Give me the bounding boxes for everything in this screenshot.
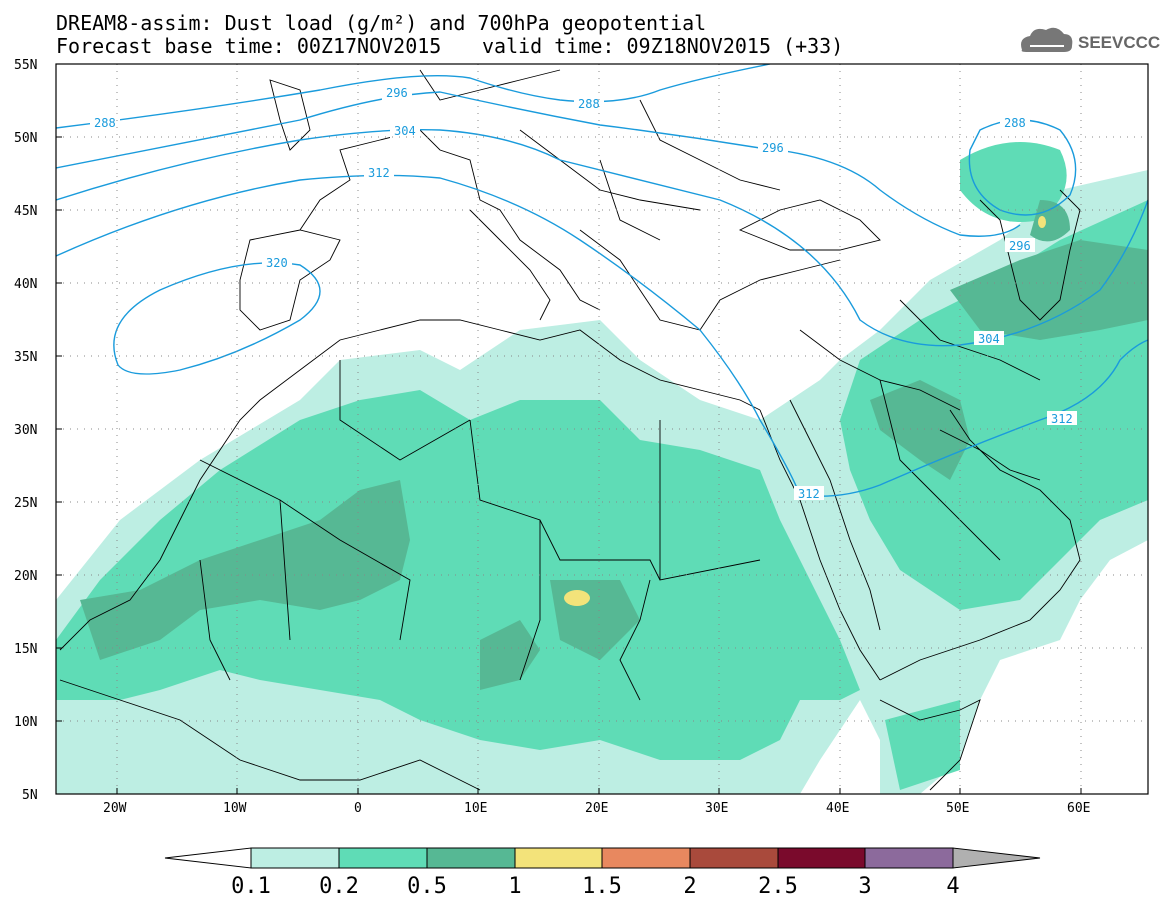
contour-label-304: 304 (394, 124, 416, 138)
lat-label: 25N (14, 496, 37, 511)
colorbar-label: 3 (858, 874, 871, 899)
contour-label-288: 288 (94, 116, 116, 130)
cloud-logo-icon (1021, 27, 1073, 52)
geopotential-contours (56, 64, 1148, 497)
colorbar-swatch (250, 847, 340, 869)
lat-label: 55N (14, 58, 37, 73)
lat-label: 40N (14, 277, 37, 292)
contour-label-288-c: 288 (1004, 116, 1026, 130)
latitude-ticks (56, 136, 1082, 794)
logo-text: SEEVCCC (1078, 33, 1160, 52)
lon-label: 20E (585, 801, 608, 816)
lon-label: 60E (1067, 801, 1090, 816)
lat-label: 35N (14, 350, 37, 365)
lat-label: 20N (14, 569, 37, 584)
colorbar-label: 1 (508, 874, 521, 899)
contour-label-288-b: 288 (578, 97, 600, 111)
lon-label: 10E (464, 801, 487, 816)
contour-304 (56, 129, 1148, 347)
contour-label-312-b: 312 (1051, 412, 1073, 426)
lon-label: 50E (946, 801, 969, 816)
colorbar-label: 4 (946, 874, 959, 899)
seevccc-logo: SEEVCCC (1021, 27, 1160, 52)
colorbar-label: 2 (683, 874, 696, 899)
lat-label: 15N (14, 642, 37, 657)
lon-label: 30E (705, 801, 728, 816)
colorbar-swatch (864, 847, 954, 869)
colorbar-swatch (426, 847, 516, 869)
contour-288-east (968, 119, 1077, 216)
contour-label-312: 312 (368, 166, 390, 180)
contour-label-296-b: 296 (762, 141, 784, 155)
lat-label: 45N (14, 204, 37, 219)
contour-label-312-c: 312 (798, 487, 820, 501)
colorbar-below-arrow (164, 847, 252, 869)
contour-labels: 288 296 304 312 320 288 296 288 296 304 … (90, 86, 1077, 501)
lat-label: 10N (14, 715, 37, 730)
lon-label: 10W (223, 801, 247, 816)
colorbar-label: 2.5 (758, 874, 798, 899)
colorbar-label: 0.5 (407, 874, 447, 899)
contour-288-west (56, 64, 771, 129)
colorbar (164, 847, 1041, 869)
contour-label-304-b: 304 (978, 332, 1000, 346)
lon-label: 0 (354, 801, 362, 816)
lon-label: 40E (826, 801, 849, 816)
valid-time: valid time: 09Z18NOV2015 (+33) (482, 34, 843, 58)
map-area: 288 296 304 312 320 288 296 288 296 304 … (56, 64, 1148, 794)
latitude-labels: 55N 50N 45N 40N 35N 30N 25N 20N 15N 10N … (14, 58, 38, 803)
contour-312 (56, 174, 1148, 497)
colorbar-label: 1.5 (582, 874, 622, 899)
colorbar-swatch (338, 847, 428, 869)
graticule (56, 64, 1148, 794)
forecast-base-time: Forecast base time: 00Z17NOV2015 (56, 34, 441, 58)
colorbar-label: 0.1 (231, 874, 271, 899)
colorbar-swatch (514, 847, 603, 869)
colorbar-swatch (601, 847, 691, 869)
contour-label-296-c: 296 (1009, 239, 1031, 253)
colorbar-label: 0.2 (319, 874, 359, 899)
colorbar-above-arrow (952, 847, 1041, 869)
colorbar-swatch (689, 847, 779, 869)
lat-label: 50N (14, 131, 37, 146)
coastlines-and-borders (59, 69, 1081, 791)
lat-label: 30N (14, 423, 37, 438)
colorbar-swatch (777, 847, 866, 869)
lat-label: 5N (22, 788, 38, 803)
contour-label-296: 296 (386, 86, 408, 100)
contour-296 (56, 91, 1021, 237)
longitude-labels: 20W 10W 0 10E 20E 30E 40E 50E 60E (103, 801, 1090, 816)
lon-label: 20W (103, 801, 127, 816)
contour-label-320: 320 (266, 256, 288, 270)
contour-320 (113, 262, 321, 375)
map-title: DREAM8-assim: Dust load (g/m²) and 700hP… (56, 11, 706, 35)
colorbar-labels: 0.1 0.2 0.5 1 1.5 2 2.5 3 4 (231, 874, 960, 899)
dust-layer-1 (564, 216, 1046, 606)
